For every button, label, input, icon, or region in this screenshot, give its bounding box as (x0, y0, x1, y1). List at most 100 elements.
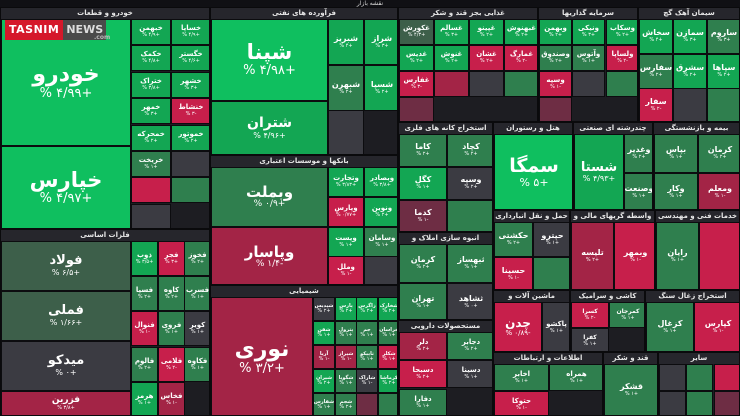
stock-tile[interactable]: کمرجان +۱ % (609, 302, 644, 328)
stock-tile[interactable]: شاراک -۱ % (356, 369, 378, 393)
stock-tile[interactable]: فخاس -۱ % (158, 382, 185, 415)
stock-tile[interactable]: رایان +۱ % (656, 222, 699, 289)
stock-tile-unlabeled[interactable] (714, 364, 739, 391)
stock-tile[interactable]: شستا +۴/۹۳ % (574, 134, 624, 209)
sector-extract[interactable]: استخراج کانه های فلزی کاما +۲ % کچاد +۲ % کگل… (398, 122, 493, 232)
stock-tile-unlabeled[interactable] (399, 97, 434, 121)
sector-pharma[interactable]: مستحصولات دارویی دلر +۲ % دجابر +۲ % دسبحا +۲ … (398, 320, 493, 416)
sector-insurance[interactable]: بیمه و بازنشستگی بپاس +۱ % کرمان +۲ % وکار +۱ … (653, 122, 740, 210)
stock-tile-unlabeled[interactable] (606, 71, 637, 97)
stock-tile-unlabeled[interactable] (171, 151, 209, 177)
stock-tile[interactable]: وملل -۱ % (328, 256, 364, 284)
sector-mining[interactable]: استخراج زغال سنگ کزغال +۱ % کپارس -۱ % (645, 290, 740, 352)
stock-tile[interactable]: وبمهر -۱ % (614, 222, 654, 289)
stock-tile[interactable]: خمحرکه +۲ % (131, 125, 171, 151)
sector-cement[interactable]: سیمان آهک گچ سخاش +۴ % سمازن +۳ % ساروم +۳ % سف… (638, 7, 740, 122)
stock-tile[interactable]: شسپا +۲ % (364, 65, 397, 111)
stock-tile[interactable]: شپدیس +۲ % (313, 297, 335, 321)
stock-tile-unlabeled[interactable] (364, 256, 397, 284)
stock-tile[interactable]: فسرب +۱ % (184, 276, 209, 311)
stock-tile[interactable]: کگل +۱ % (399, 167, 447, 200)
stock-tile[interactable]: کاما +۲ % (399, 134, 447, 167)
stock-tile-unlabeled[interactable] (533, 257, 569, 289)
sector-banks[interactable]: بانکها و موسسات اعتباری وبملت +۰/۹ % وپاسار… (210, 155, 398, 285)
stock-tile[interactable]: شگویا +۱ % (335, 369, 357, 393)
sector-chemicals[interactable]: شیمیایی نوری +۳/۲ % شپدیس +۲ % پارس +۲ % زاگرس +… (210, 285, 398, 416)
stock-tile[interactable]: آریا -۱ % (313, 345, 335, 369)
stock-tile[interactable]: شجم +۲ % (335, 393, 357, 415)
stock-tile[interactable]: ثبهساز +۱ % (447, 244, 492, 283)
sector-tourism[interactable]: هتل و رستوران سمگا +۵ % (493, 122, 573, 210)
stock-tile[interactable]: وصندوق +۲ % (539, 45, 572, 71)
stock-tile[interactable]: شیران +۲ % (313, 369, 335, 393)
sector-others[interactable]: سایر (658, 352, 740, 416)
stock-tile-unlabeled[interactable] (447, 200, 492, 231)
stock-tile[interactable]: کرماشا +۲ % (378, 369, 397, 393)
stock-tile[interactable]: وسپه +۲ % (447, 167, 492, 200)
stock-tile[interactable]: ختراک +۳/۸ % (131, 72, 171, 98)
stock-tile-unlabeled[interactable] (171, 177, 209, 203)
stock-tile[interactable]: کرمان +۲ % (399, 244, 447, 283)
stock-tile-unlabeled[interactable] (504, 71, 537, 97)
stock-tile[interactable]: سخاش +۴ % (639, 19, 673, 54)
sector-auto[interactable]: خودرو و قطعات خودرو +۴/۹۹ % خپارس +۴/۹۷ % خبه… (0, 7, 210, 229)
stock-tile[interactable]: وسپه -۱ % (539, 71, 572, 97)
stock-tile[interactable]: خنشاط -۳ % (171, 98, 209, 124)
stock-tile[interactable]: پارس +۲ % (335, 297, 357, 321)
stock-tile[interactable]: وبصادر +۳/۸ % (364, 167, 397, 197)
stock-tile-unlabeled[interactable] (328, 110, 364, 154)
stock-tile[interactable]: خپارس +۴/۹۷ % (1, 146, 131, 228)
stock-tile[interactable]: وصنعت +۱ % (624, 173, 652, 209)
stock-tile[interactable]: دفارا +۱ % (399, 389, 447, 415)
stock-tile[interactable]: ثشاهد +۰ % (447, 283, 492, 319)
stock-tile[interactable]: کدما -۱ % (399, 200, 447, 231)
sector-sugar[interactable]: قند و شکر قشکر +۱ % (603, 352, 658, 416)
stock-tile-unlabeled[interactable] (539, 97, 572, 121)
stock-tile[interactable]: ساروم +۳ % (707, 19, 739, 54)
stock-tile[interactable]: تهران +۱ % (399, 283, 447, 319)
stock-tile[interactable]: نوری +۳/۲ % (211, 297, 313, 415)
stock-tile[interactable]: فروی +۱ % (158, 311, 185, 346)
stock-tile[interactable]: خراسان +۱ % (378, 321, 397, 345)
stock-tile[interactable]: کاوه +۲ % (158, 276, 185, 311)
stock-tile-unlabeled[interactable] (659, 391, 686, 415)
stock-tile[interactable]: وغدیر +۲ % (624, 134, 652, 173)
stock-tile[interactable]: غدیس +۲ % (399, 45, 434, 71)
sector-ceramic[interactable]: کاشی و سرامیک کسرا -۲ % کمرجان +۱ % کفرا +۱ % (570, 290, 645, 352)
stock-tile[interactable]: خساپا +۴/۹ % (171, 19, 209, 45)
sector-cable[interactable]: ماشین آلات و تجهیزاتچدن-۰/۸۹ %پاکشو+۱ % (493, 290, 570, 352)
stock-tile[interactable]: شیراز -۱ % (335, 345, 357, 369)
stock-tile-unlabeled[interactable] (686, 391, 713, 415)
stock-tile-unlabeled[interactable] (686, 364, 713, 391)
stock-tile[interactable]: وبهمن +۲ % (539, 19, 572, 45)
stock-tile[interactable]: غنوش +۲ % (434, 45, 469, 71)
stock-tile[interactable]: غپینو +۲ % (469, 19, 504, 45)
stock-tile[interactable]: ومعلم -۱ % (698, 173, 739, 209)
stock-tile[interactable]: فسپا +۲ % (131, 276, 158, 311)
stock-tile[interactable]: کچاد +۲ % (447, 134, 492, 167)
sector-oil[interactable]: فرآورده های نفتی شپنا +۴/۹۸ % شتران +۴/۹۶ % ش… (210, 7, 398, 155)
stock-tile-unlabeled[interactable] (131, 204, 171, 228)
stock-tile[interactable]: جم +۱ % (356, 321, 378, 345)
stock-tile-unlabeled[interactable] (434, 71, 469, 97)
stock-tile[interactable]: ولساپا -۲ % (606, 45, 637, 71)
stock-tile[interactable]: فلامی -۲ % (158, 347, 185, 382)
stock-tile[interactable]: ونیکی +۳ % (572, 19, 605, 45)
stock-tile-unlabeled[interactable] (131, 177, 171, 203)
stock-tile[interactable]: کفرا +۱ % (571, 328, 609, 351)
sector-finance[interactable]: واسطه گریهای مالی و پولیتلیسه+۲ %وبمهر-۱… (570, 210, 655, 290)
stock-tile[interactable]: چدن -۰/۸۹ % (494, 302, 542, 351)
stock-tile[interactable]: خودرو +۴/۹۹ % (1, 19, 131, 146)
stock-tile-unlabeled[interactable] (469, 71, 504, 97)
stock-tile-unlabeled[interactable] (707, 88, 739, 121)
stock-tile[interactable]: ونوین +۲ % (364, 197, 397, 227)
stock-tile[interactable]: زاگرس +۲ % (356, 297, 378, 321)
stock-tile-unlabeled[interactable] (659, 364, 686, 391)
stock-tile[interactable]: فملی +۱/۶۶ % (1, 291, 131, 341)
stock-tile[interactable]: پترول +۱ % (335, 321, 357, 345)
stock-tile[interactable]: حسینا -۱ % (494, 257, 533, 289)
stock-tile[interactable]: حکشتی +۲ % (494, 222, 533, 257)
stock-tile[interactable]: فنوال -۱ % (131, 311, 158, 346)
stock-tile[interactable]: دسبحا +۲ % (399, 360, 447, 388)
stock-tile[interactable]: شفن +۱ % (313, 321, 335, 345)
